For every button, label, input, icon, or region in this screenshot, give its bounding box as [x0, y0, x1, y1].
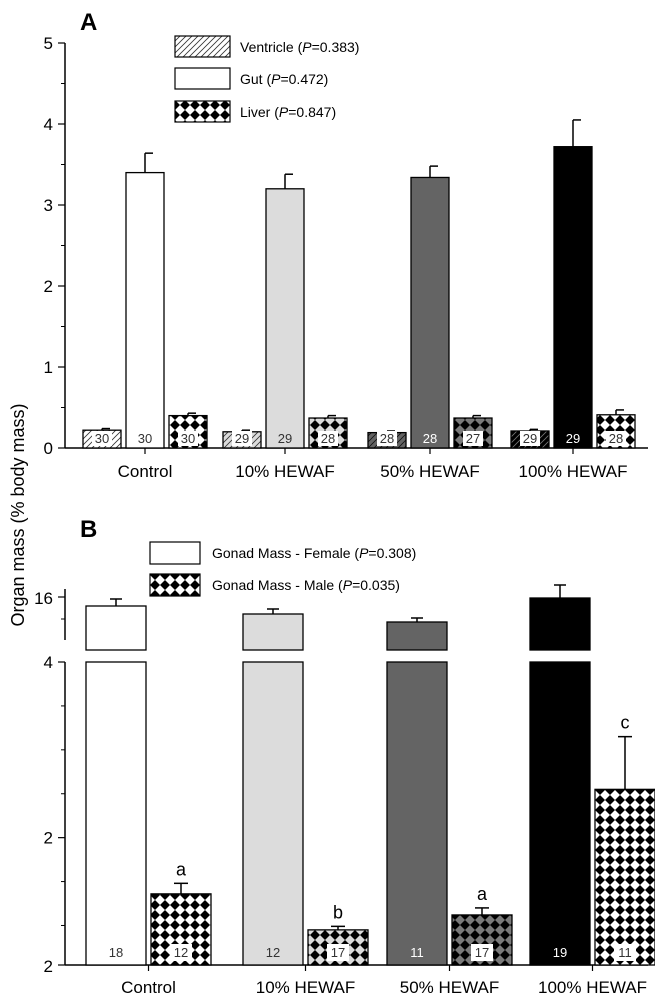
panel-a-y-tick-label: 3 [44, 196, 53, 215]
y-axis-label: Organ mass (% body mass) [8, 403, 28, 626]
panel-a-n-label-bg [92, 431, 112, 446]
panel-a-n-label-bg [463, 431, 483, 446]
panel-b-chart: 16 4 2 2 Control 18 12 a 10% HEWAF 12 17 b 50% HEWAF… [34, 541, 655, 997]
panel-b-female-bar-lower [242, 661, 304, 966]
panel-b-female-bar-lower [85, 661, 147, 966]
panel-b-female-bar-upper [242, 613, 304, 651]
panel-b-n-label-bg [614, 944, 636, 961]
panel-b-n-label: 12 [266, 945, 280, 960]
panel-b-n-label: 12 [174, 945, 188, 960]
panel-b-n-label-bg [471, 944, 493, 961]
panel-b-n-label: 19 [553, 945, 567, 960]
panel-a-n-label-bg [520, 431, 540, 446]
panel-b-y-tick-label: 4 [44, 653, 53, 672]
panel-a-n-label-bg [318, 431, 338, 446]
panel-b-n-label: 17 [475, 945, 489, 960]
panel-a-legend-swatch [174, 35, 231, 58]
panel-b-male-bar [594, 788, 655, 966]
panel-a-bar [553, 146, 593, 449]
panel-a-n-label: 30 [138, 431, 152, 446]
panel-a-chart: 0 1 2 3 4 5 Control 30 30 30 10% HEWAF 29 29 28 50% HE… [44, 34, 648, 481]
panel-a-x-tick-label: 50% HEWAF [380, 462, 480, 481]
panel-a-y-tick-label: 5 [44, 34, 53, 53]
panel-a-x-tick-label: Control [118, 462, 173, 481]
panel-a-y-tick-label: 2 [44, 277, 53, 296]
panel-a-n-label: 29 [566, 431, 580, 446]
panel-a-n-label: 29 [523, 431, 537, 446]
panel-b-x-tick-label: 50% HEWAF [400, 978, 500, 997]
panel-a-n-label-bg [232, 431, 252, 446]
panel-b-x-tick-label: 10% HEWAF [256, 978, 356, 997]
panel-a-legend-label: Ventricle (P=0.383) [240, 39, 359, 55]
panel-a-n-label: 28 [423, 431, 437, 446]
panel-a-x-tick-label: 100% HEWAF [519, 462, 628, 481]
panel-a-bar [125, 171, 165, 449]
panel-b-x-tick-label: 100% HEWAF [538, 978, 647, 997]
panel-b-y-tick-label: 2 [44, 957, 53, 976]
panel-a-n-label: 30 [181, 431, 195, 446]
panel-b-n-label-bg [170, 944, 192, 961]
panel-a-n-label: 29 [235, 431, 249, 446]
panel-b-legend-swatch [149, 573, 201, 597]
panel-a-label: A [80, 9, 97, 36]
panel-b-female-bar-upper [529, 597, 591, 651]
panel-b-y-tick-label: 2 [44, 829, 53, 848]
panel-b-significance-letter: c [621, 713, 630, 733]
panel-b-y-tick-label: 16 [34, 589, 53, 608]
panel-a-legend-label: Liver (P=0.847) [240, 104, 336, 120]
panel-b-x-tick-label: Control [121, 978, 176, 997]
panel-a-y-tick-label: 0 [44, 439, 53, 458]
panel-b-legend-swatch [149, 541, 201, 565]
panel-a-y-tick-label: 4 [44, 115, 53, 134]
panel-b-significance-letter: b [333, 902, 343, 922]
panel-b-female-bar-upper [386, 621, 448, 651]
panel-a-n-label: 28 [380, 431, 394, 446]
panel-a-legend-swatch [174, 67, 231, 90]
panel-b-n-label: 17 [331, 945, 345, 960]
panel-b-legend-label: Gonad Mass - Female (P=0.308) [212, 545, 416, 561]
panel-a-n-label-bg [377, 431, 397, 446]
panel-a-n-label: 28 [609, 431, 623, 446]
panel-b-female-bar-lower [529, 661, 591, 966]
panel-a-bar [410, 176, 450, 449]
panel-a-n-label-bg [606, 431, 626, 446]
panel-a-n-label: 29 [278, 431, 292, 446]
panel-a-n-label: 28 [321, 431, 335, 446]
panel-a-legend-swatch [174, 100, 231, 123]
panel-b-female-bar-lower [386, 661, 448, 966]
panel-a-x-tick-label: 10% HEWAF [235, 462, 335, 481]
panel-b-significance-letter: a [176, 859, 187, 879]
panel-b-significance-letter: a [477, 884, 488, 904]
panel-b-label: B [80, 516, 97, 543]
panel-b-n-label: 11 [410, 945, 424, 960]
panel-a-bar [265, 188, 305, 449]
panel-b-legend-label: Gonad Mass - Male (P=0.035) [212, 577, 400, 593]
panel-b-n-label: 18 [109, 945, 123, 960]
panel-b-n-label-bg [327, 944, 349, 961]
panel-a-n-label: 27 [466, 431, 480, 446]
panel-a-n-label-bg [178, 431, 198, 446]
panel-b-n-label: 11 [618, 945, 632, 960]
panel-a-n-label: 30 [95, 431, 109, 446]
panel-b-female-bar-upper [85, 605, 147, 651]
panel-a-y-tick-label: 1 [44, 358, 53, 377]
panel-a-legend-label: Gut (P=0.472) [240, 71, 328, 87]
